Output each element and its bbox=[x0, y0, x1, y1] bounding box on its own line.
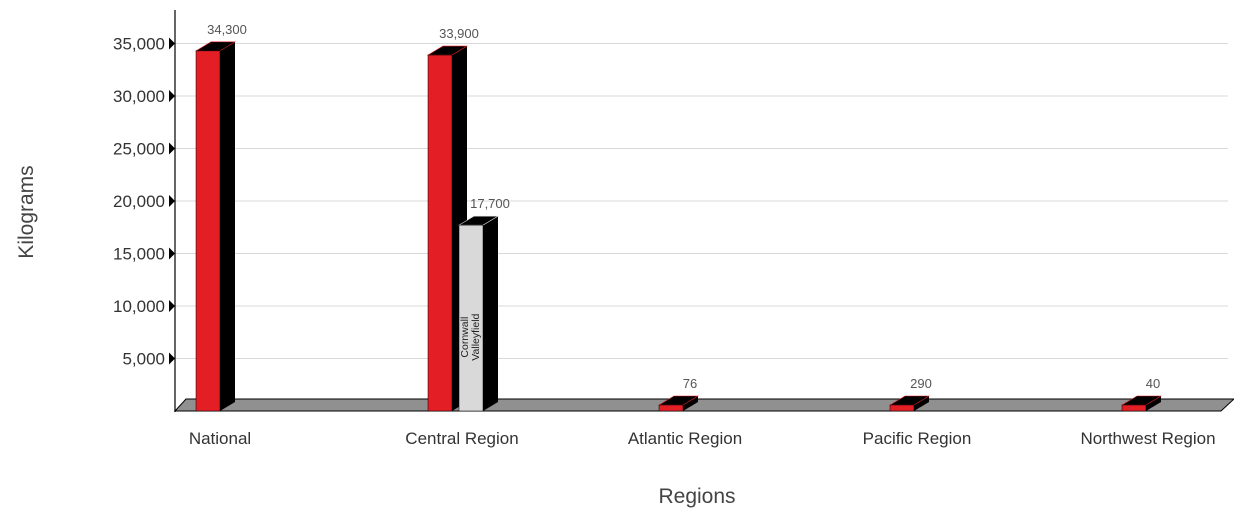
bar-front bbox=[658, 404, 684, 412]
y-tick-label: 20,000 bbox=[113, 192, 165, 211]
y-tick-label: 15,000 bbox=[113, 245, 165, 264]
bar-front bbox=[427, 54, 453, 412]
bar-front bbox=[195, 50, 221, 412]
y-tick-marker bbox=[169, 300, 175, 312]
y-axis-title: Kilograms bbox=[15, 165, 38, 258]
y-tick-marker bbox=[169, 247, 175, 260]
bar-side bbox=[220, 41, 235, 411]
bar-side bbox=[914, 396, 929, 411]
x-tick-label: Central Region bbox=[405, 429, 518, 448]
data-label: 33,900 bbox=[439, 26, 479, 41]
x-tick-label: Atlantic Region bbox=[628, 429, 742, 448]
y-tick-marker bbox=[169, 90, 175, 102]
data-label: 17,700 bbox=[470, 196, 510, 211]
bar-front bbox=[889, 404, 915, 412]
bar-inner-label-line: Cornwall bbox=[459, 317, 471, 358]
bar-5: 290 bbox=[888, 376, 932, 412]
y-axis-ticks: 5,000 10,000 15,000 20,000 25,000 30,000 35,00… bbox=[113, 35, 175, 369]
bar-side bbox=[483, 216, 498, 411]
bar-4: 76 bbox=[657, 376, 700, 412]
chart-floor bbox=[173, 398, 1234, 412]
y-tick-marker bbox=[169, 142, 175, 155]
bars: 34,300 33,900 17,700 CornwallValleyfield 76 2… bbox=[194, 22, 1163, 412]
y-tick-label: 5,000 bbox=[122, 350, 165, 369]
x-tick-label: Northwest Region bbox=[1080, 429, 1215, 448]
y-tick-marker bbox=[169, 37, 175, 50]
x-axis-title: Regions bbox=[658, 485, 735, 508]
data-label: 76 bbox=[683, 376, 697, 391]
y-tick-label: 30,000 bbox=[113, 87, 165, 106]
y-tick-label: 10,000 bbox=[113, 297, 165, 316]
y-tick-marker bbox=[169, 352, 175, 365]
grid-lines bbox=[175, 43, 1228, 359]
bar-side bbox=[1146, 396, 1161, 411]
y-tick-marker bbox=[169, 195, 175, 207]
y-tick-label: 35,000 bbox=[113, 35, 165, 54]
bar-1: 34,300 bbox=[194, 22, 247, 412]
x-tick-label: National bbox=[189, 429, 251, 448]
data-label: 40 bbox=[1146, 376, 1160, 391]
x-axis-labels: National Central Region Atlantic Region Pac… bbox=[189, 429, 1216, 448]
bar-inner-label: CornwallValleyfield bbox=[459, 313, 482, 360]
bar-front bbox=[1121, 404, 1147, 412]
floor-plane bbox=[173, 398, 1234, 412]
y-tick-label: 25,000 bbox=[113, 140, 165, 159]
bar-front bbox=[458, 224, 484, 412]
x-tick-label: Pacific Region bbox=[863, 429, 972, 448]
bar-3: 17,700 CornwallValleyfield bbox=[457, 196, 510, 412]
data-label: 290 bbox=[910, 376, 932, 391]
data-label: 34,300 bbox=[207, 22, 247, 37]
bar-side bbox=[683, 396, 698, 411]
bar-inner-label-line: Valleyfield bbox=[470, 313, 482, 360]
bar-6: 40 bbox=[1120, 376, 1163, 412]
